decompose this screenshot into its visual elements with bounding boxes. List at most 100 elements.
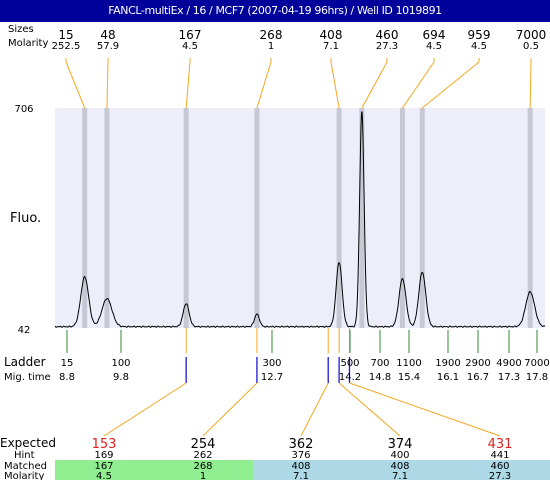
size-leader bbox=[330, 61, 340, 109]
size-label: 694 bbox=[423, 28, 446, 42]
expected-label: Expected bbox=[0, 436, 56, 450]
chart-title: FANCL-multiEx / 16 / MCF7 (2007-04-19 96… bbox=[108, 4, 442, 17]
expected-leader bbox=[103, 382, 187, 437]
peak-band bbox=[399, 108, 405, 328]
expected-value: 431 bbox=[488, 437, 513, 452]
matched-value: 268 bbox=[193, 461, 212, 472]
trace-layer bbox=[54, 111, 546, 328]
ladder-label: Ladder bbox=[4, 355, 46, 369]
peak-band bbox=[104, 108, 110, 328]
ladder-time: 9.8 bbox=[113, 372, 129, 383]
ladder-time: 16.1 bbox=[437, 372, 459, 383]
expected-value: 254 bbox=[191, 437, 216, 452]
peak-band bbox=[254, 108, 260, 328]
size-leader bbox=[106, 61, 109, 109]
molarity-label: 7.1 bbox=[323, 41, 339, 52]
ladder-time: 17.3 bbox=[498, 372, 520, 383]
size-leader bbox=[402, 61, 435, 109]
plot-background bbox=[55, 108, 545, 328]
size-label: 959 bbox=[468, 28, 491, 42]
size-label: 167 bbox=[179, 28, 202, 42]
molarity-row-label: Molarity bbox=[8, 38, 48, 49]
size-label: 408 bbox=[320, 28, 343, 42]
hint-value: 376 bbox=[291, 450, 310, 461]
ladder-time: 8.8 bbox=[59, 372, 75, 383]
peak-band bbox=[359, 108, 365, 328]
matched-value: 167 bbox=[94, 461, 113, 472]
ladder-time: 16.7 bbox=[467, 372, 489, 383]
matched-green-band bbox=[55, 460, 253, 480]
mig-time-label: Mig. time bbox=[4, 372, 51, 383]
size-leader bbox=[529, 61, 532, 109]
ladder-size: 300 bbox=[262, 358, 281, 369]
expected-leader bbox=[202, 382, 258, 437]
molarity-value: 7.1 bbox=[392, 471, 408, 480]
peak-band bbox=[82, 108, 88, 328]
ladder-time: 12.7 bbox=[261, 372, 283, 383]
size-header: 15252.54857.91674.526814087.146027.36944… bbox=[52, 28, 547, 52]
size-label: 48 bbox=[100, 28, 115, 42]
ladder-row: 15 8.8 100 9.8 300 12.7 500 14.2 700 14.8 1100 15.4… bbox=[59, 330, 550, 383]
molarity-label: 57.9 bbox=[97, 41, 119, 52]
ladder-size: 2900 bbox=[465, 358, 490, 369]
title-bar: FANCL-multiEx / 16 / MCF7 (2007-04-19 96… bbox=[0, 0, 550, 22]
hint-value: 262 bbox=[193, 450, 212, 461]
size-leader bbox=[361, 61, 388, 109]
peak-bands bbox=[82, 108, 533, 328]
hint-value: 169 bbox=[94, 450, 113, 461]
expected-table: 1531691674.525426226813623764087.1374400… bbox=[55, 437, 550, 480]
matched-value: 408 bbox=[291, 461, 310, 472]
size-leader bbox=[185, 61, 191, 109]
sizes-row-label: Sizes bbox=[8, 24, 34, 35]
hint-value: 441 bbox=[490, 450, 509, 461]
molarity-value: 1 bbox=[200, 471, 206, 480]
ladder-time: 14.2 bbox=[339, 372, 361, 383]
molarity-label: 27.3 bbox=[376, 41, 398, 52]
ladder-size: 7000 bbox=[524, 358, 549, 369]
connector-lines bbox=[65, 58, 532, 437]
size-label: 15 bbox=[58, 28, 73, 42]
matched-label: Matched bbox=[4, 461, 47, 472]
molarity-label: 4.5 bbox=[182, 41, 198, 52]
molarity-label: 4.5 bbox=[426, 41, 442, 52]
ladder-size: 1900 bbox=[435, 358, 460, 369]
ladder-size: 4900 bbox=[496, 358, 521, 369]
ladder-time: 17.8 bbox=[526, 372, 548, 383]
molarity-label: 4.5 bbox=[471, 41, 487, 52]
matched-value: 460 bbox=[490, 461, 509, 472]
molarity-value: 27.3 bbox=[489, 471, 511, 480]
ladder-size: 500 bbox=[340, 358, 359, 369]
molarity-value: 7.1 bbox=[293, 471, 309, 480]
y-axis-label: Fluo. bbox=[10, 211, 41, 226]
size-leader bbox=[256, 61, 272, 109]
y-tick-min: 42 bbox=[18, 325, 31, 336]
peak-band bbox=[419, 108, 425, 328]
molarity-label: 252.5 bbox=[52, 41, 81, 52]
expected-value: 374 bbox=[388, 437, 413, 452]
peak-band bbox=[183, 108, 189, 328]
size-label: 460 bbox=[376, 28, 399, 42]
matched-value: 408 bbox=[390, 461, 409, 472]
trace-line bbox=[54, 111, 546, 328]
peak-band bbox=[336, 108, 342, 328]
size-label: 7000 bbox=[516, 28, 547, 42]
size-leader bbox=[421, 61, 480, 109]
ladder-size: 100 bbox=[111, 358, 130, 369]
molarity-bottom-label: Molarity bbox=[4, 471, 44, 480]
hint-label: Hint bbox=[14, 450, 35, 461]
plot-area bbox=[55, 108, 545, 328]
molarity-value: 4.5 bbox=[96, 471, 112, 480]
ladder-size: 1100 bbox=[396, 358, 421, 369]
peak-band bbox=[527, 108, 533, 328]
expected-value: 362 bbox=[289, 437, 314, 452]
ladder-size: 15 bbox=[61, 358, 74, 369]
expected-leader bbox=[300, 382, 329, 437]
ladder-time: 15.4 bbox=[398, 372, 420, 383]
matched-blue-band bbox=[253, 460, 550, 480]
hint-value: 400 bbox=[390, 450, 409, 461]
size-leader bbox=[65, 61, 86, 109]
row-labels: 706 42 Sizes Molarity Fluo. Ladder Mig. time Ex… bbox=[0, 24, 56, 480]
ladder-time: 14.8 bbox=[369, 372, 391, 383]
size-label: 268 bbox=[260, 28, 283, 42]
